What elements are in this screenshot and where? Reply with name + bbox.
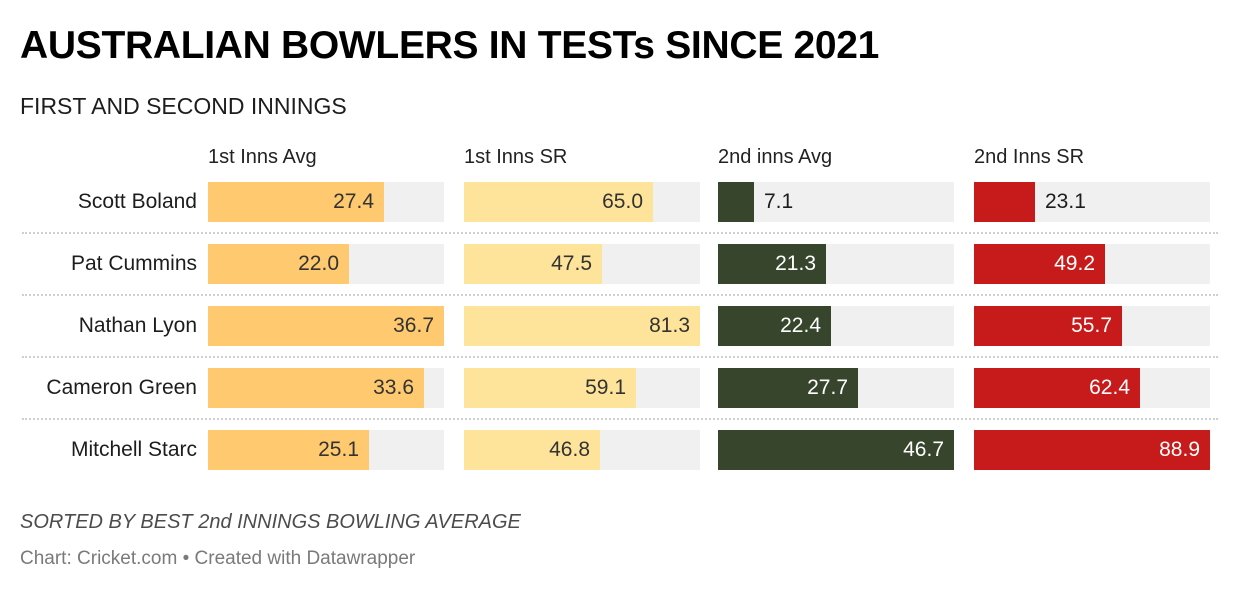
- value-label: 59.1: [585, 376, 626, 399]
- value-label: 22.0: [298, 252, 339, 275]
- row-separator: [22, 294, 1218, 296]
- bar-track: 7.1: [718, 182, 954, 222]
- bar-2nd-inns-sr: [974, 244, 1105, 284]
- bar-track: 22.4: [718, 306, 954, 346]
- value-label: 22.4: [780, 314, 821, 337]
- bar-track: 33.6: [208, 368, 444, 408]
- value-label: 21.3: [775, 252, 816, 275]
- value-label: 47.5: [551, 252, 592, 275]
- bar-1st-inns-avg: [208, 430, 369, 470]
- bar-track: 46.7: [718, 430, 954, 470]
- value-label: 36.7: [393, 314, 434, 337]
- value-label: 33.6: [373, 376, 414, 399]
- bar-track: 65.0: [464, 182, 700, 222]
- value-label: 49.2: [1054, 252, 1095, 275]
- bar-2nd-inns-sr: [974, 182, 1035, 222]
- chart-source: Chart: Cricket.com • Created with Datawr…: [20, 548, 416, 569]
- bar-2nd-inns-sr: [974, 368, 1140, 408]
- row-separator: [22, 418, 1218, 420]
- bar-2nd-inns-avg: [718, 368, 858, 408]
- bar-1st-inns-sr: [464, 430, 600, 470]
- value-label: 81.3: [649, 314, 690, 337]
- bar-track: 55.7: [974, 306, 1210, 346]
- value-label: 27.7: [807, 376, 848, 399]
- bar-track: 25.1: [208, 430, 444, 470]
- column-header-1st-inns-avg: 1st Inns Avg: [208, 146, 317, 168]
- chart-notes: SORTED BY BEST 2nd INNINGS BOWLING AVERA…: [20, 511, 521, 533]
- value-label: 7.1: [764, 190, 794, 213]
- value-label: 65.0: [602, 190, 643, 213]
- bar-track: 22.0: [208, 244, 444, 284]
- bar-track: 49.2: [974, 244, 1210, 284]
- row-label: Mitchell Starc: [70, 438, 197, 461]
- bar-1st-inns-sr: [464, 306, 700, 346]
- row-label: Pat Cummins: [70, 252, 197, 275]
- value-label: 46.7: [903, 438, 944, 461]
- value-label: 25.1: [318, 438, 359, 461]
- bar-2nd-inns-avg: [718, 430, 954, 470]
- value-label: 88.9: [1159, 438, 1200, 461]
- bar-1st-inns-avg: [208, 182, 384, 222]
- bar-track: 62.4: [974, 368, 1210, 408]
- row-separator: [22, 232, 1218, 234]
- value-label: 62.4: [1089, 376, 1130, 399]
- bar-track: 23.1: [974, 182, 1210, 222]
- row-label: Scott Boland: [77, 190, 197, 213]
- row-label: Nathan Lyon: [78, 314, 197, 337]
- bar-2nd-inns-sr: [974, 430, 1210, 470]
- chart-subtitle: FIRST AND SECOND INNINGS: [20, 93, 347, 119]
- bar-track: 59.1: [464, 368, 700, 408]
- column-header-2nd-inns-avg: 2nd inns Avg: [718, 146, 833, 168]
- bar-1st-inns-avg: [208, 244, 349, 284]
- value-label: 46.8: [549, 438, 590, 461]
- bar-2nd-inns-sr: [974, 306, 1122, 346]
- bar-1st-inns-avg: [208, 306, 444, 346]
- bar-track: 36.7: [208, 306, 444, 346]
- value-label: 27.4: [333, 190, 374, 213]
- bar-track: 88.9: [974, 430, 1210, 470]
- column-header-2nd-inns-sr: 2nd Inns SR: [974, 146, 1085, 168]
- bar-track: 21.3: [718, 244, 954, 284]
- bar-track: 47.5: [464, 244, 700, 284]
- value-label: 55.7: [1071, 314, 1112, 337]
- bar-2nd-inns-avg: [718, 182, 754, 222]
- column-header-1st-inns-sr: 1st Inns SR: [464, 146, 568, 168]
- row-label: Cameron Green: [46, 376, 197, 399]
- row-separator: [22, 356, 1218, 358]
- bar-2nd-inns-avg: [718, 244, 826, 284]
- bar-track: 46.8: [464, 430, 700, 470]
- chart-title: AUSTRALIAN BOWLERS IN TESTs SINCE 2021: [20, 24, 879, 67]
- bar-1st-inns-sr: [464, 244, 602, 284]
- bar-track: 27.4: [208, 182, 444, 222]
- bar-track: 81.3: [464, 306, 700, 346]
- bar-track: 27.7: [718, 368, 954, 408]
- bar-1st-inns-sr: [464, 182, 653, 222]
- value-label: 23.1: [1045, 190, 1086, 213]
- bar-1st-inns-avg: [208, 368, 424, 408]
- bar-2nd-inns-avg: [718, 306, 831, 346]
- bar-1st-inns-sr: [464, 368, 636, 408]
